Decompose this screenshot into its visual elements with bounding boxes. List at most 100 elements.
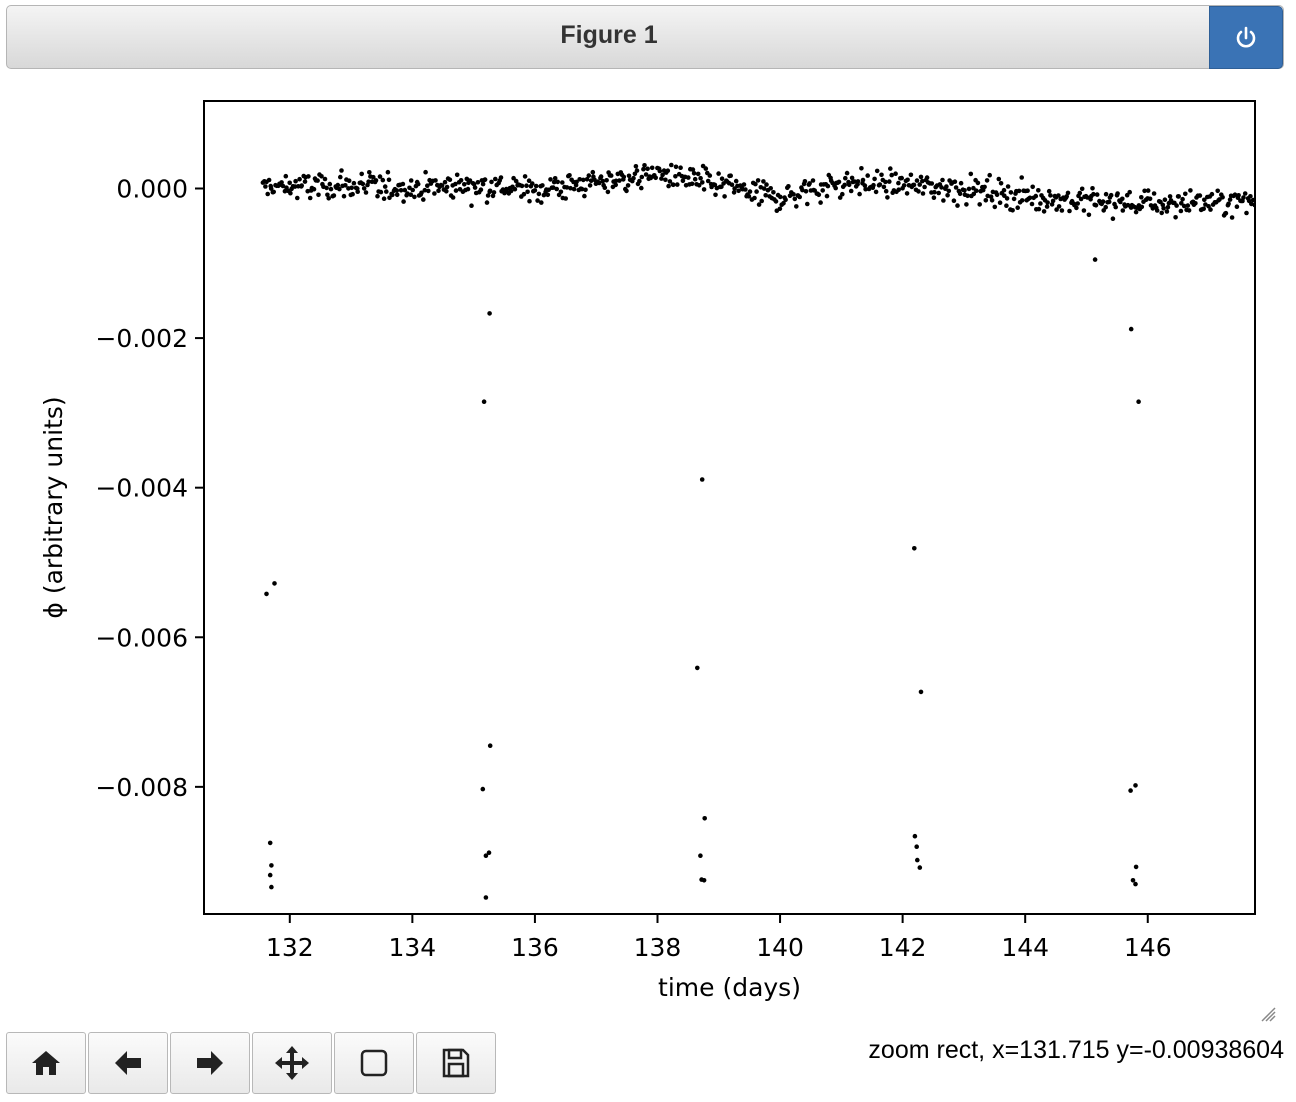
close-figure-button[interactable] (1209, 6, 1283, 69)
data-point (820, 188, 825, 193)
data-point (920, 191, 926, 196)
scatter-chart[interactable]: 132 134 136 138 140 142 144 146 0.000 −0.002 −0.00… (0, 70, 1296, 1020)
data-point (480, 181, 486, 187)
data-point (634, 168, 640, 173)
data-point (1103, 204, 1108, 210)
data-point (482, 177, 488, 182)
data-point (777, 206, 783, 212)
zoom-rect-button[interactable] (334, 1032, 414, 1094)
data-point (394, 188, 400, 193)
data-point (346, 178, 352, 183)
data-point (885, 195, 890, 200)
square-icon (360, 1049, 388, 1077)
data-point (667, 179, 673, 184)
data-point (1125, 202, 1131, 208)
data-point (669, 162, 674, 168)
data-point (288, 190, 293, 196)
pan-button[interactable] (252, 1032, 332, 1094)
data-point (631, 175, 636, 181)
resize-grip-icon[interactable] (1260, 1006, 1276, 1026)
data-point (271, 189, 277, 195)
save-button[interactable] (416, 1032, 496, 1094)
data-point (571, 186, 577, 192)
data-point (465, 186, 471, 192)
data-point (458, 178, 464, 183)
data-point (1248, 194, 1253, 199)
data-point (349, 185, 355, 191)
data-point (602, 185, 608, 190)
data-point (786, 184, 791, 189)
data-point (475, 180, 481, 185)
back-button[interactable] (88, 1032, 168, 1094)
data-point (1078, 196, 1084, 202)
data-point (1176, 194, 1181, 199)
data-point (641, 166, 646, 172)
figure-titlebar: Figure 1 (6, 5, 1284, 69)
data-point (998, 181, 1004, 186)
data-point (484, 200, 490, 205)
data-point (965, 193, 970, 199)
data-point (386, 177, 392, 183)
data-point (792, 196, 798, 202)
data-point (532, 188, 538, 193)
data-point (1108, 192, 1114, 198)
data-point (997, 200, 1003, 205)
outlier-point (481, 399, 487, 405)
data-point (945, 193, 950, 198)
data-point (736, 188, 741, 194)
data-point (519, 183, 525, 189)
data-point (988, 194, 994, 199)
data-point (554, 186, 559, 192)
data-point (1010, 208, 1015, 213)
data-point (917, 182, 922, 187)
data-point (490, 193, 496, 199)
data-point (703, 166, 709, 171)
data-point (1074, 205, 1079, 211)
data-point (849, 175, 855, 181)
data-point (754, 189, 759, 194)
data-point (746, 194, 752, 199)
outlier-point (912, 833, 918, 839)
data-point (381, 196, 387, 201)
data-point (444, 184, 450, 190)
data-point (860, 177, 866, 183)
data-point (564, 185, 570, 190)
x-tick-label: 134 (389, 933, 437, 962)
data-point (558, 189, 564, 195)
outlier-point (1133, 864, 1139, 870)
data-point (889, 172, 894, 178)
data-point (698, 175, 703, 181)
data-point (763, 193, 768, 198)
data-point (555, 179, 560, 185)
outlier-point (487, 311, 492, 316)
data-point (1029, 201, 1035, 207)
data-point (914, 178, 920, 183)
data-point (444, 189, 449, 194)
home-button[interactable] (6, 1032, 86, 1094)
data-point (604, 178, 609, 183)
data-point (1241, 195, 1246, 200)
data-point (837, 195, 843, 200)
data-point (747, 189, 753, 194)
forward-button[interactable] (170, 1032, 250, 1094)
data-point (1030, 184, 1035, 190)
data-point (964, 202, 969, 207)
data-point (810, 178, 816, 183)
data-point (771, 190, 776, 195)
data-point (836, 179, 842, 185)
data-point (1059, 208, 1065, 213)
data-point (1183, 191, 1188, 197)
data-point (1044, 204, 1050, 209)
data-point (680, 178, 686, 184)
data-point (753, 181, 758, 187)
data-point (1113, 204, 1118, 210)
data-point (1008, 190, 1014, 195)
data-point (526, 178, 532, 183)
data-point (408, 178, 414, 183)
data-point (911, 182, 917, 188)
data-point (1120, 196, 1125, 202)
data-point (421, 197, 426, 202)
data-point (548, 177, 553, 182)
data-point (439, 183, 445, 188)
data-point (447, 177, 453, 182)
